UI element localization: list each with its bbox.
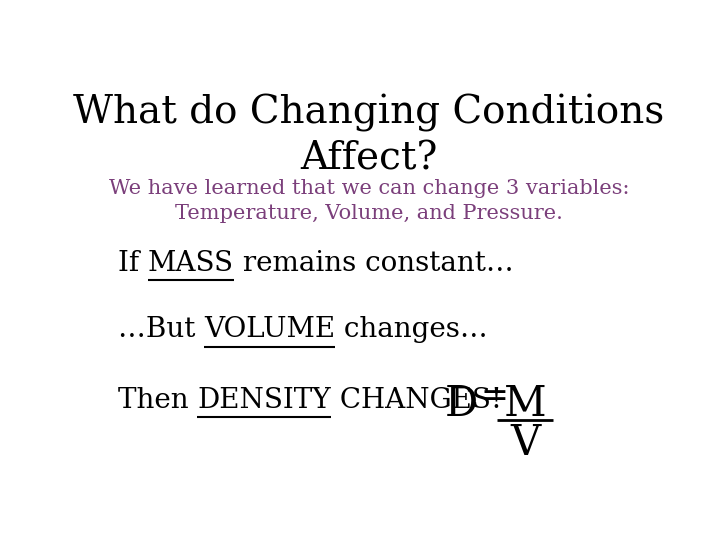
Text: DENSITY: DENSITY xyxy=(197,387,331,414)
Text: M: M xyxy=(504,383,546,425)
Text: remains constant…: remains constant… xyxy=(234,250,514,277)
Text: If: If xyxy=(118,250,148,277)
Text: Then: Then xyxy=(118,387,197,414)
Text: changes…: changes… xyxy=(336,316,488,343)
Text: D: D xyxy=(444,383,477,425)
Text: …But: …But xyxy=(118,316,204,343)
Text: We have learned that we can change 3 variables:
Temperature, Volume, and Pressur: We have learned that we can change 3 var… xyxy=(109,179,629,223)
Text: CHANGES!: CHANGES! xyxy=(331,387,502,414)
Text: VOLUME: VOLUME xyxy=(204,316,336,343)
Text: =: = xyxy=(481,381,508,413)
Text: MASS: MASS xyxy=(148,250,234,277)
Text: V: V xyxy=(510,422,540,464)
Text: What do Changing Conditions
Affect?: What do Changing Conditions Affect? xyxy=(73,94,665,178)
